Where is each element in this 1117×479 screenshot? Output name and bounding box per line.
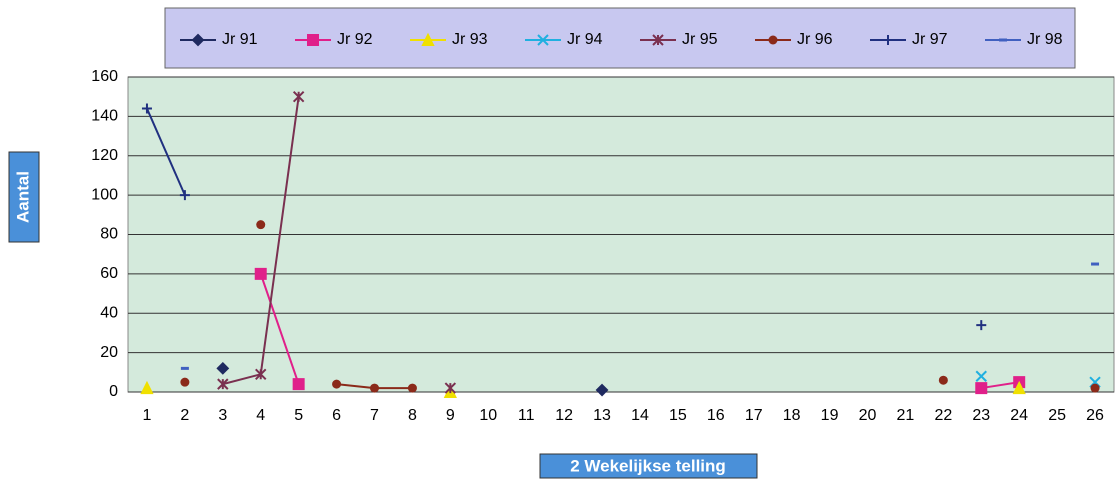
point bbox=[216, 361, 230, 375]
x-tick-label: 25 bbox=[1048, 407, 1066, 424]
legend-marker bbox=[768, 35, 778, 45]
x-tick-label: 17 bbox=[745, 407, 763, 424]
x-tick-label: 24 bbox=[1010, 407, 1028, 424]
x-tick-label: 15 bbox=[669, 407, 687, 424]
x-tick-label: 7 bbox=[370, 407, 379, 424]
x-tick-label: 26 bbox=[1086, 407, 1104, 424]
x-tick-label: 13 bbox=[593, 407, 611, 424]
x-tick-label: 16 bbox=[707, 407, 725, 424]
x-tick-label: 14 bbox=[631, 407, 649, 424]
legend-label: Jr 98 bbox=[1027, 31, 1063, 48]
point bbox=[1012, 380, 1026, 395]
x-tick-label: 22 bbox=[934, 407, 952, 424]
point bbox=[407, 383, 417, 393]
x-tick-label: 4 bbox=[256, 407, 265, 424]
x-label-box bbox=[539, 453, 758, 479]
legend-marker bbox=[883, 35, 893, 45]
x-tick-label: 2 bbox=[180, 407, 189, 424]
y-tick-label: 20 bbox=[100, 344, 118, 361]
x-tick-label: 1 bbox=[143, 407, 152, 424]
point bbox=[180, 377, 190, 387]
y-tick-label: 40 bbox=[100, 304, 118, 321]
point bbox=[140, 380, 154, 395]
legend-marker bbox=[421, 32, 435, 46]
point bbox=[141, 103, 152, 114]
y-tick-label: 60 bbox=[100, 265, 118, 282]
point bbox=[292, 378, 305, 391]
y-tick-label: 160 bbox=[91, 68, 118, 85]
legend-label: Jr 93 bbox=[452, 31, 488, 48]
x-tick-label: 19 bbox=[821, 407, 839, 424]
x-tick-label: 3 bbox=[218, 407, 227, 424]
x-tick-label: 8 bbox=[408, 407, 417, 424]
legend-label: Jr 92 bbox=[337, 31, 373, 48]
point bbox=[595, 383, 609, 397]
point bbox=[256, 220, 266, 230]
point bbox=[255, 368, 267, 380]
y-axis-label: Aantal bbox=[13, 171, 32, 223]
legend-label: Jr 96 bbox=[797, 31, 833, 48]
x-tick-label: 5 bbox=[294, 407, 303, 424]
point bbox=[975, 370, 987, 382]
point bbox=[254, 267, 267, 280]
legend-marker bbox=[537, 34, 549, 46]
point bbox=[444, 382, 457, 394]
point bbox=[217, 378, 229, 390]
y-label-box bbox=[8, 151, 40, 243]
series-line bbox=[259, 273, 1020, 390]
point bbox=[938, 375, 948, 385]
point bbox=[370, 383, 379, 393]
x-tick-label: 18 bbox=[783, 407, 801, 424]
legend-label: Jr 91 bbox=[222, 31, 258, 48]
y-tick-label: 140 bbox=[91, 108, 118, 125]
y-tick-label: 80 bbox=[100, 226, 118, 243]
point bbox=[332, 379, 342, 389]
point bbox=[1090, 383, 1100, 393]
point bbox=[179, 190, 190, 201]
x-tick-label: 9 bbox=[446, 407, 455, 424]
x-tick-label: 6 bbox=[332, 407, 341, 424]
x-tick-label: 21 bbox=[897, 407, 915, 424]
x-tick-label: 20 bbox=[859, 407, 877, 424]
x-tick-label: 11 bbox=[518, 407, 535, 424]
y-tick-label: 100 bbox=[91, 186, 118, 203]
point bbox=[975, 382, 988, 395]
legend-marker bbox=[307, 34, 319, 46]
legend-marker bbox=[191, 33, 205, 47]
x-tick-label: 23 bbox=[972, 407, 990, 424]
legend-label: Jr 95 bbox=[682, 31, 718, 48]
y-tick-label: 0 bbox=[109, 383, 118, 400]
y-tick-label: 120 bbox=[91, 147, 118, 164]
x-tick-label: 10 bbox=[479, 407, 497, 424]
x-axis-label: 2 Wekelijkse telling bbox=[570, 456, 726, 475]
legend-marker bbox=[652, 34, 664, 46]
point bbox=[976, 320, 987, 331]
point bbox=[292, 90, 305, 103]
legend-label: Jr 97 bbox=[912, 31, 948, 48]
legend-label: Jr 94 bbox=[567, 31, 603, 48]
x-tick-label: 12 bbox=[555, 407, 573, 424]
